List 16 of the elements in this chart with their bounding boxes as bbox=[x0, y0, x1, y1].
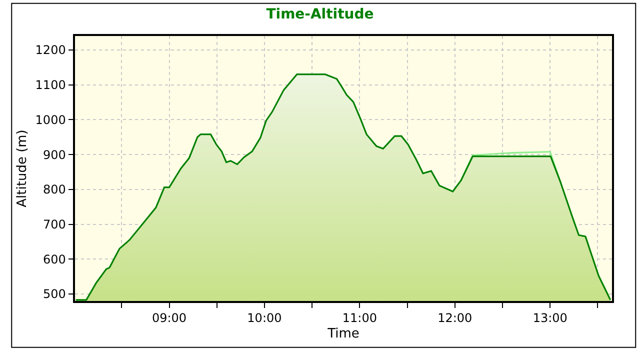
y-tick-label: 900 bbox=[42, 148, 66, 162]
y-tick-label: 1100 bbox=[35, 78, 66, 92]
y-tick-label: 1000 bbox=[35, 112, 66, 127]
x-axis-title: Time bbox=[326, 326, 360, 342]
y-tick-label: 800 bbox=[42, 182, 66, 197]
chart-title: Time-Altitude bbox=[266, 6, 374, 23]
x-tick-label: 11:00 bbox=[342, 311, 377, 326]
x-tick-label: 12:00 bbox=[438, 311, 472, 326]
y-tick-label: 500 bbox=[42, 287, 66, 302]
y-tick-label: 1200 bbox=[35, 43, 66, 58]
x-tick-label: 10:00 bbox=[247, 311, 282, 326]
x-tick-label: 09:00 bbox=[152, 311, 187, 326]
y-tick-label: 600 bbox=[42, 252, 66, 266]
x-tick-label: 13:00 bbox=[532, 311, 568, 326]
y-tick-label: 700 bbox=[42, 217, 66, 232]
y-axis-title: Altitude (m) bbox=[14, 130, 30, 208]
